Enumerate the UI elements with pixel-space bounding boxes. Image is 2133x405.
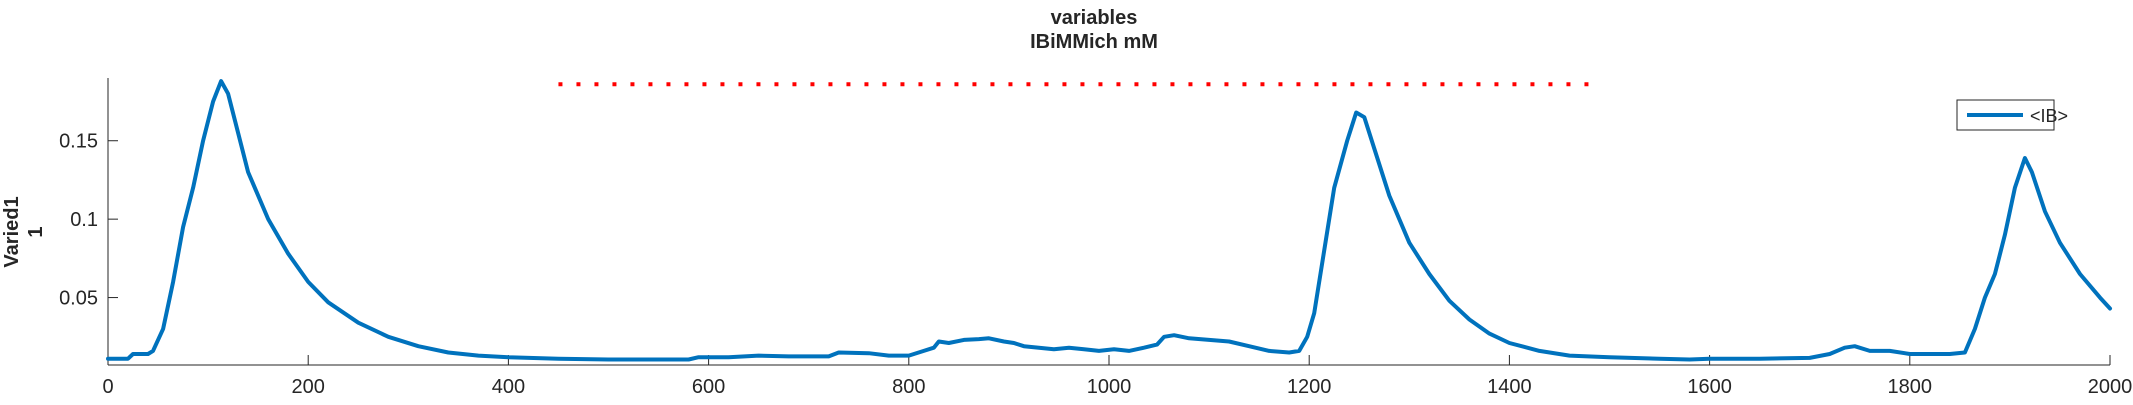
x-tick-label: 1400 xyxy=(1487,376,1532,398)
x-tick-label: 1800 xyxy=(1888,376,1933,398)
x-tick-label: 0 xyxy=(102,376,113,398)
legend-label: <IB> xyxy=(2030,106,2068,126)
x-tick-label: 400 xyxy=(492,376,525,398)
y-axis-label-line1: Varied1 xyxy=(1,196,23,267)
x-tick-label: 200 xyxy=(292,376,325,398)
legend: <IB> xyxy=(1956,99,2068,131)
chart-title-line1: variables xyxy=(1051,7,1138,29)
series-line-ib xyxy=(106,79,2112,362)
y-ticks: 0.05 0.1 0.15 xyxy=(59,131,118,310)
x-tick-label: 2000 xyxy=(2088,376,2133,398)
y-tick-label: 0.05 xyxy=(59,288,98,310)
chart-title-line2: IBiMMich mM xyxy=(1030,31,1158,53)
x-tick-label: 1000 xyxy=(1087,376,1132,398)
x-tick-label: 1600 xyxy=(1687,376,1732,398)
y-tick-label: 0.1 xyxy=(70,209,98,231)
y-tick-label: 0.15 xyxy=(59,131,98,153)
x-tick-label: 600 xyxy=(692,376,725,398)
x-ticks: 0 200 400 600 800 1000 1200 1400 1600 1800 2000 xyxy=(102,355,2132,398)
x-tick-label: 1200 xyxy=(1287,376,1332,398)
y-axis-label-line2: 1 xyxy=(25,226,47,237)
series-layer xyxy=(106,79,2112,362)
x-tick-label: 800 xyxy=(892,376,925,398)
